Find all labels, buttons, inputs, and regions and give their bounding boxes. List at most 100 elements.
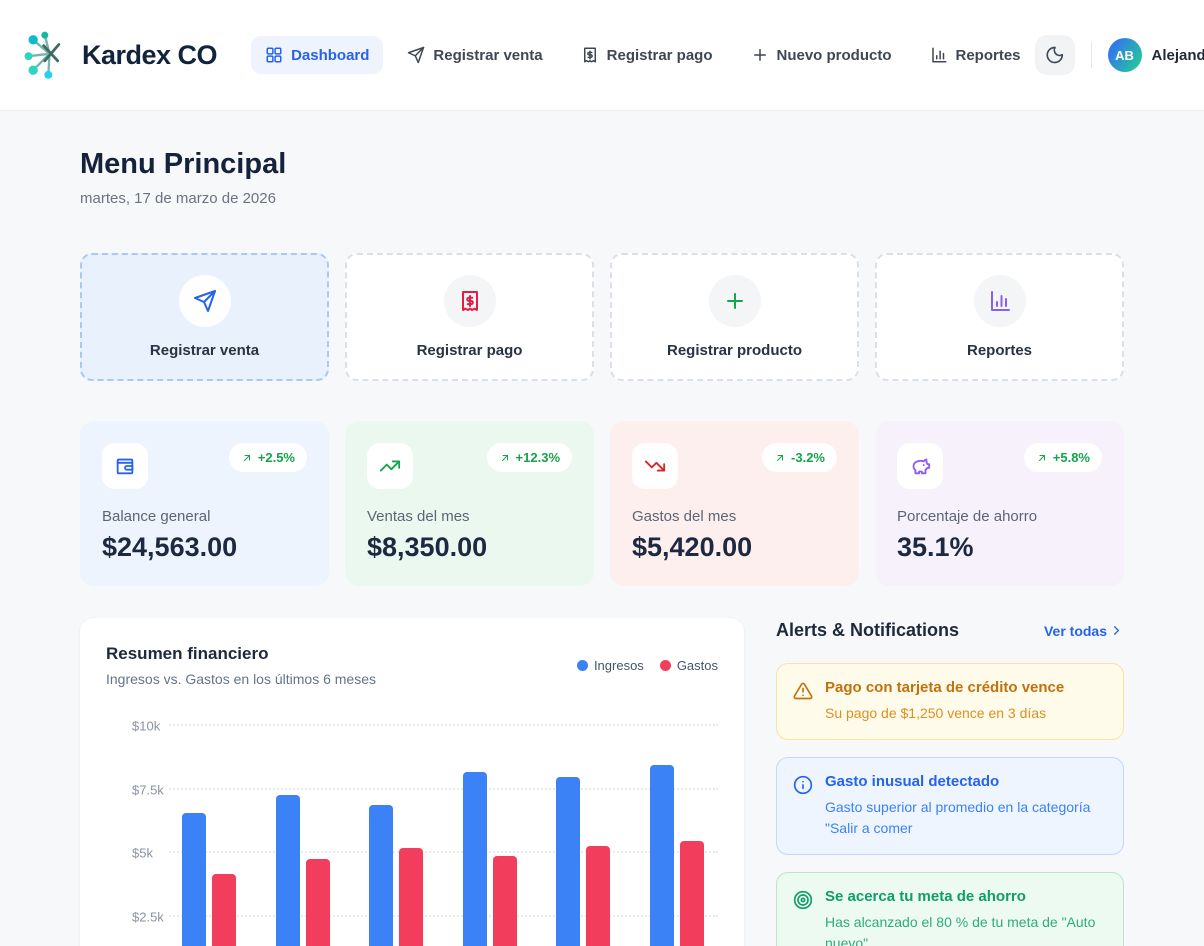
stat-value: $5,420.00 bbox=[632, 532, 753, 562]
alert-title: Gasto inusual detectado bbox=[825, 773, 1000, 790]
legend-dot bbox=[659, 660, 671, 671]
chart-title: Resumen financiero bbox=[106, 644, 269, 663]
y-tick-label: $2.5k bbox=[132, 909, 168, 924]
bar-group-5 bbox=[556, 777, 611, 946]
stat-top: +2.5% bbox=[102, 443, 307, 489]
action-label: Registrar pago bbox=[416, 342, 523, 359]
top-navbar: Kardex CO Dashboard Registrar venta Regist… bbox=[0, 0, 1204, 111]
alert-text: Has alcanzado el 80 % de tu meta de "Aut… bbox=[825, 914, 1096, 946]
action-card-registrar-venta[interactable]: Registrar venta bbox=[80, 253, 329, 381]
gridline-$7.5k: $7.5k bbox=[132, 782, 718, 797]
action-card-reportes[interactable]: Reportes bbox=[875, 253, 1124, 381]
alert-body: Se acerca tu meta de ahorro Has alcanzado… bbox=[825, 888, 1107, 946]
bar-gastos bbox=[679, 840, 704, 946]
bar-ingresos bbox=[556, 777, 581, 946]
warning-triangle-icon bbox=[793, 681, 813, 701]
main-content: Menu Principal martes, 17 de marzo de 20… bbox=[0, 111, 1204, 946]
stat-value: $24,563.00 bbox=[102, 532, 238, 562]
bar-group-1 bbox=[182, 812, 236, 946]
bar-ingresos bbox=[462, 772, 487, 946]
view-all-link[interactable]: Ver todas bbox=[1044, 623, 1124, 639]
alert-title: Se acerca tu meta de ahorro bbox=[825, 888, 1026, 905]
alert-success[interactable]: Se acerca tu meta de ahorro Has alcanzado… bbox=[776, 872, 1124, 946]
alert-body: Gasto inusual detectado Gasto superior al… bbox=[825, 773, 1107, 839]
stat-top: +12.3% bbox=[367, 443, 572, 489]
nav-item-nuevo-producto[interactable]: Nuevo producto bbox=[737, 36, 906, 74]
legend-item-ingresos: Ingresos bbox=[576, 658, 644, 673]
nav-item-registrar-venta[interactable]: Registrar venta bbox=[393, 36, 556, 74]
moon-icon bbox=[1045, 45, 1065, 65]
stat-label: Balance general bbox=[102, 508, 211, 525]
stat-label: Ventas del mes bbox=[367, 508, 470, 525]
delta-badge: +12.3% bbox=[486, 443, 572, 472]
dark-mode-toggle[interactable] bbox=[1034, 35, 1075, 75]
delta-value: +5.8% bbox=[1052, 450, 1090, 465]
info-circle-icon bbox=[793, 775, 813, 795]
arrow-up-right-icon bbox=[499, 452, 511, 464]
y-tick-label: $10k bbox=[132, 718, 168, 734]
chevron-right-icon bbox=[1109, 623, 1124, 638]
action-icon-circle bbox=[708, 275, 761, 327]
nav-item-dashboard[interactable]: Dashboard bbox=[251, 36, 384, 74]
action-card-registrar-producto[interactable]: Registrar producto bbox=[610, 253, 859, 381]
bar-groups bbox=[138, 724, 718, 946]
delta-badge: +5.8% bbox=[1023, 443, 1102, 472]
arrow-up-right-icon bbox=[1036, 452, 1048, 464]
action-card-registrar-pago[interactable]: Registrar pago bbox=[345, 253, 594, 381]
alert-warning[interactable]: Pago con tarjeta de crédito vence Su pago… bbox=[776, 663, 1124, 740]
stat-value: 35.1% bbox=[897, 532, 974, 562]
bottom-row: Resumen financiero Ingresos vs. Gastos e… bbox=[80, 618, 1124, 946]
alert-text: Su pago de $1,250 vence en 3 días bbox=[825, 705, 1047, 721]
delta-value: -3.2% bbox=[791, 450, 825, 465]
chart-icon bbox=[930, 46, 948, 64]
alerts-panel: Alerts & Notifications Ver todas Pago co… bbox=[776, 618, 1124, 946]
alert-text: Gasto superior al promedio en la categor… bbox=[825, 799, 1091, 836]
user-menu[interactable]: AB Alejandro Benju... bbox=[1107, 38, 1204, 72]
stat-card-ventas-del-mes: +12.3% Ventas del mes $8,350.00 bbox=[345, 421, 594, 586]
bar-group-3 bbox=[369, 805, 424, 946]
alerts-list: Pago con tarjeta de crédito vence Su pago… bbox=[776, 663, 1124, 946]
action-icon-circle bbox=[973, 275, 1026, 327]
bar-gastos bbox=[305, 858, 330, 946]
plus-icon bbox=[751, 46, 769, 64]
nav-item-label: Registrar pago bbox=[606, 46, 713, 64]
stat-cards: +2.5% Balance general $24,563.00 +12.3% Vent… bbox=[80, 421, 1124, 586]
stat-icon-tile bbox=[632, 443, 678, 489]
legend-label: Gastos bbox=[676, 658, 718, 673]
grid-icon bbox=[265, 46, 283, 64]
nav-item-reportes[interactable]: Reportes bbox=[916, 36, 1035, 74]
chart-header: Resumen financiero Ingresos vs. Gastos e… bbox=[106, 644, 718, 687]
nav-item-label: Nuevo producto bbox=[776, 46, 892, 64]
delta-value: +12.3% bbox=[515, 450, 560, 465]
alerts-title: Alerts & Notifications bbox=[776, 620, 960, 640]
brand[interactable]: Kardex CO bbox=[18, 27, 218, 83]
nav-item-registrar-pago[interactable]: Registrar pago bbox=[567, 36, 727, 74]
legend-dot bbox=[576, 660, 588, 671]
bar-gastos bbox=[399, 848, 424, 946]
delta-badge: -3.2% bbox=[762, 443, 837, 472]
bar-gastos bbox=[212, 873, 236, 946]
chart-icon bbox=[988, 289, 1012, 313]
stat-card-gastos-del-mes: -3.2% Gastos del mes $5,420.00 bbox=[610, 421, 859, 586]
action-icon-circle bbox=[178, 275, 231, 327]
action-label: Reportes bbox=[966, 342, 1033, 359]
receipt-icon bbox=[581, 46, 599, 64]
bar-group-2 bbox=[275, 795, 330, 946]
stat-value: $8,350.00 bbox=[367, 532, 488, 562]
bar-ingresos bbox=[275, 795, 300, 946]
page-date: martes, 17 de marzo de 2026 bbox=[80, 190, 276, 207]
gridline-$5k: $5k bbox=[132, 845, 718, 861]
stat-card-porcentaje-de-ahorro: +5.8% Porcentaje de ahorro 35.1% bbox=[875, 421, 1124, 586]
bar-group-6 bbox=[649, 764, 704, 946]
bar-chart-plot: $10k $7.5k $5k $2.5k bbox=[106, 701, 718, 946]
chart-legend: Ingresos Gastos bbox=[576, 658, 718, 673]
stat-icon-tile bbox=[102, 443, 148, 489]
legend-label: Ingresos bbox=[593, 658, 644, 673]
kardex-logo-icon bbox=[18, 27, 74, 83]
brand-name: Kardex CO bbox=[82, 39, 218, 70]
piggy-icon bbox=[909, 455, 931, 477]
alert-info[interactable]: Gasto inusual detectado Gasto superior al… bbox=[776, 757, 1124, 855]
y-tick-label: $7.5k bbox=[132, 782, 168, 797]
receipt-icon bbox=[458, 289, 482, 313]
stat-top: -3.2% bbox=[632, 443, 837, 489]
